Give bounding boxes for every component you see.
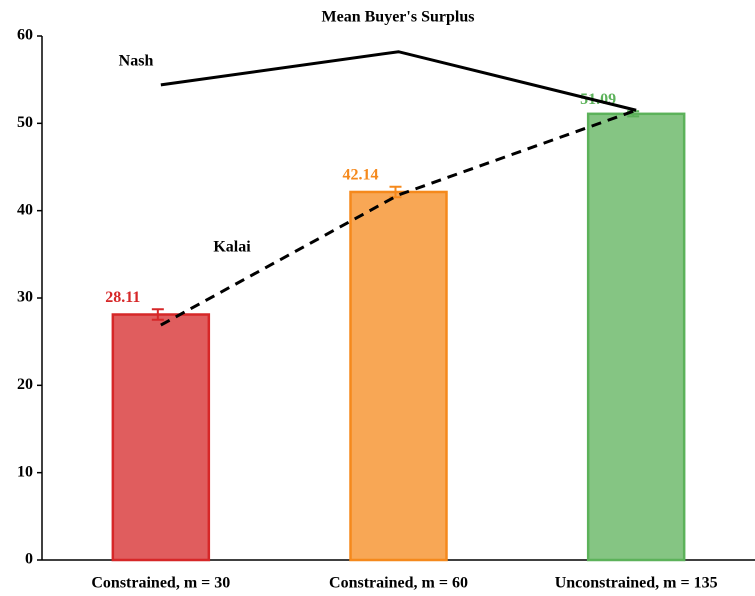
x-tick-label: Constrained, m = 30 (91, 575, 230, 592)
bar (586, 112, 686, 562)
y-tick-label: 30 (17, 289, 33, 306)
x-tick-label: Unconstrained, m = 135 (555, 575, 718, 592)
line-series (160, 108, 637, 327)
line-label: Nash (119, 53, 154, 70)
error-bar (151, 308, 164, 321)
x-tick-label: Constrained, m = 60 (329, 575, 468, 592)
line-series (160, 50, 637, 112)
bar (111, 313, 211, 562)
line-label: Kalai (213, 239, 251, 256)
bar (349, 190, 448, 562)
y-tick-label: 40 (17, 201, 33, 218)
value-label: 28.11 (105, 289, 140, 306)
y-tick-label: 20 (17, 376, 33, 393)
chart-title: Mean Buyer's Surplus (322, 9, 475, 26)
value-label: 42.14 (343, 166, 379, 183)
y-tick-label: 50 (17, 114, 33, 131)
y-tick-label: 60 (17, 27, 33, 44)
y-tick-label: 0 (25, 551, 33, 568)
y-tick-label: 10 (17, 463, 33, 480)
